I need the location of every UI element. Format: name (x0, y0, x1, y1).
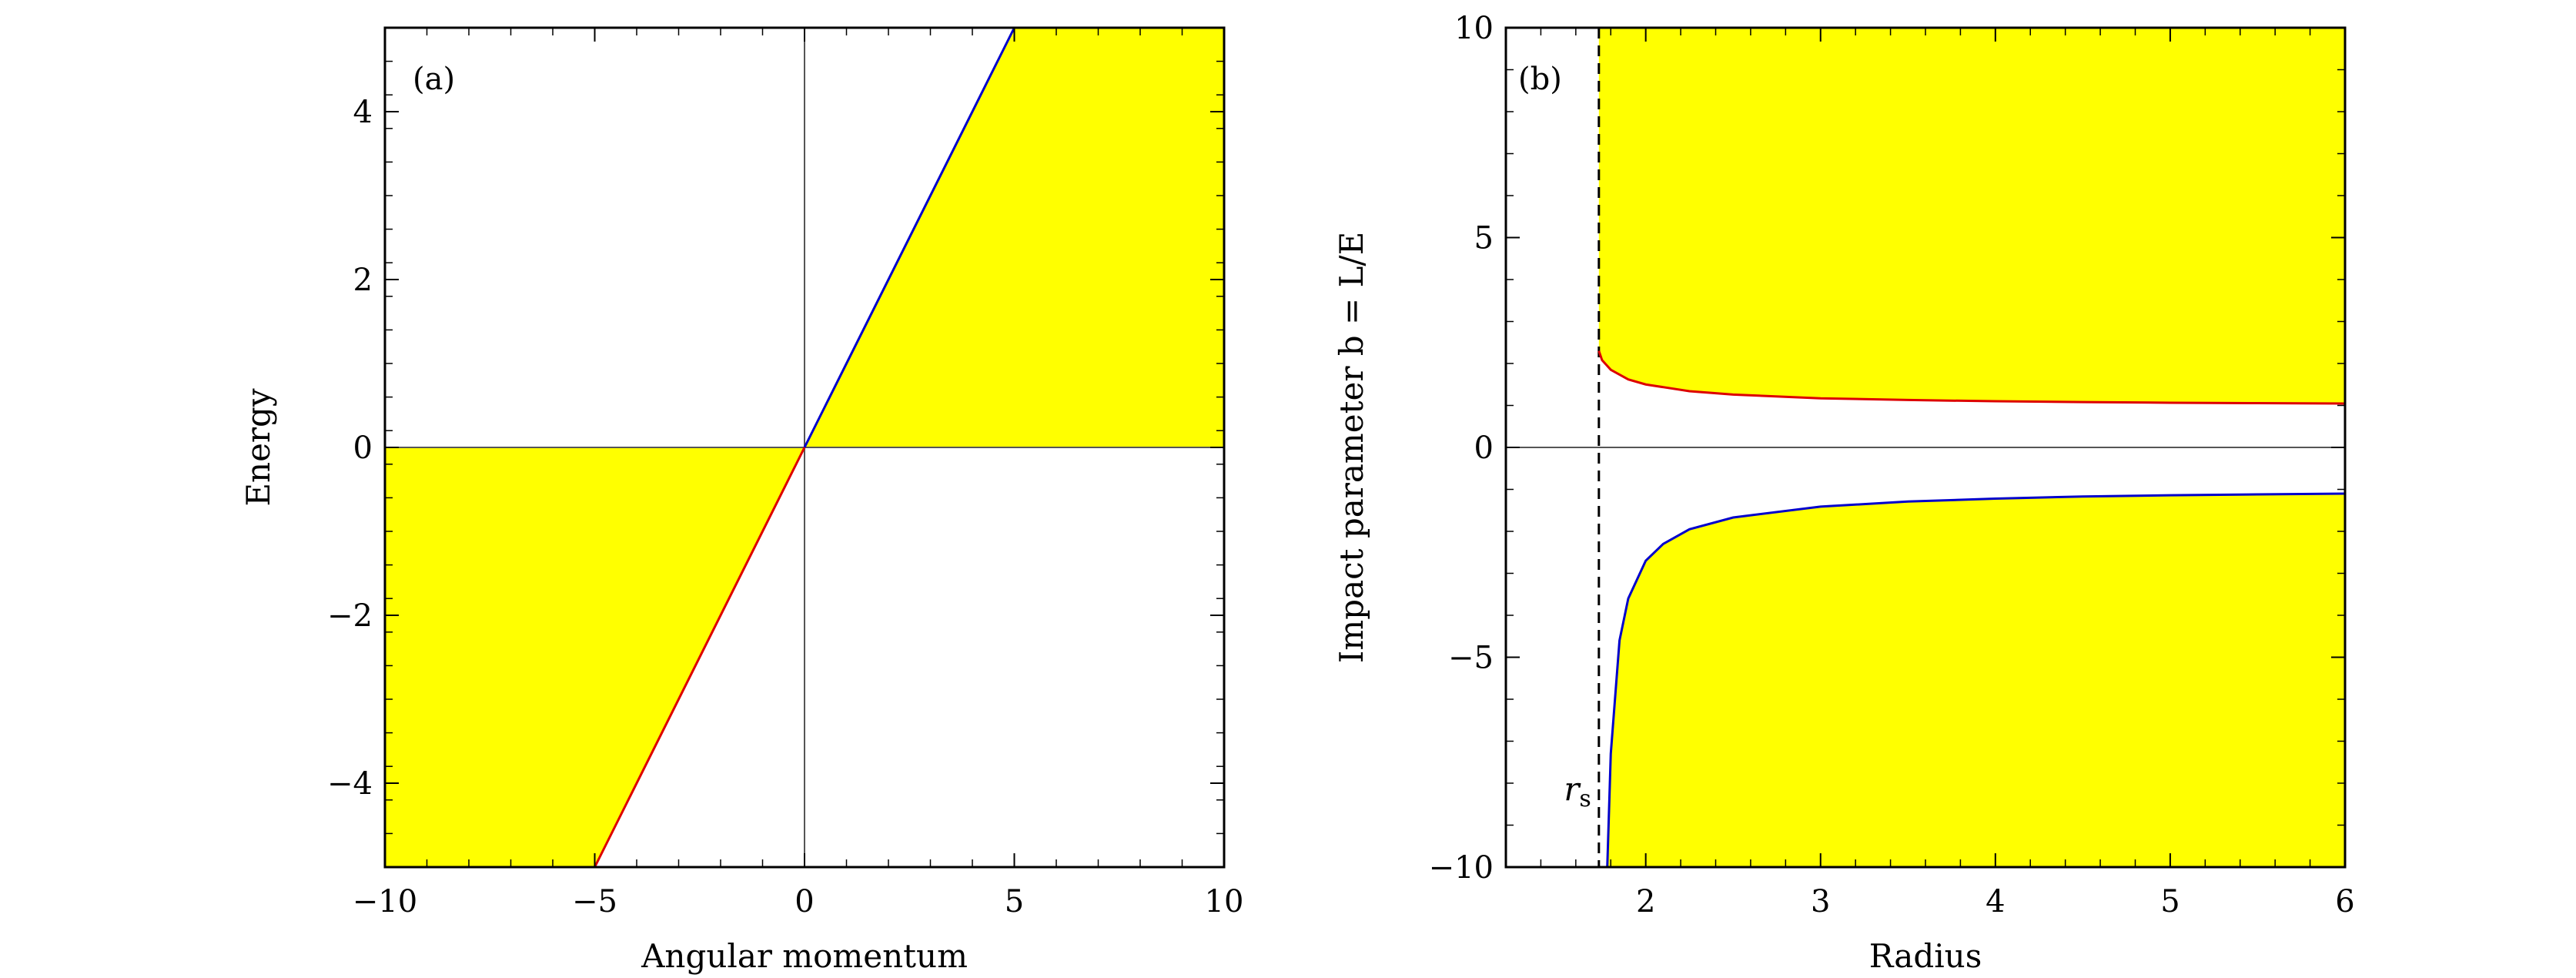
b-x-tick-label: 5 (2160, 884, 2180, 919)
b-y-tick-label: 0 (1474, 430, 1494, 466)
a-y-tick-label: −4 (327, 766, 373, 802)
b-shaded-region-lower (1607, 493, 2345, 867)
b-y-axis-label: Impact parameter b = L/E (1333, 232, 1370, 663)
b-ticks: 2 3 4 5 6 −10 −5 0 5 10 (1429, 11, 2355, 919)
b-x-axis-label: Radius (1869, 937, 1982, 975)
b-shaded-regions (1598, 28, 2345, 867)
a-y-tick-label: 0 (353, 430, 373, 466)
b-series (1597, 350, 2345, 867)
b-rs-sub: s (1579, 785, 1591, 812)
a-series (594, 27, 1015, 868)
a-series-line-red (594, 447, 806, 868)
b-x-tick-label: 4 (1986, 884, 2005, 919)
b-x-tick-label: 3 (1811, 884, 1830, 919)
a-y-tick-label: −2 (327, 598, 373, 634)
b-reference-lines (1506, 28, 2345, 867)
a-series-line-blue (803, 27, 1015, 448)
b-series-line-red (1597, 350, 2345, 405)
b-shaded-region-upper (1598, 28, 2345, 404)
b-y-tick-label: −10 (1429, 850, 1494, 886)
a-y-tick-label: 2 (353, 263, 373, 298)
a-y-tick-label: 4 (353, 95, 373, 130)
b-rs-annotation: rs (1564, 770, 1591, 812)
a-x-tick-label: −10 (353, 884, 417, 919)
b-rs-main: r (1564, 770, 1581, 808)
a-shaded-region (805, 28, 1224, 447)
a-panel-tag: (a) (413, 62, 455, 97)
b-y-tick-label: −5 (1448, 641, 1494, 676)
panel-a: −10 −5 0 5 10 −4 −2 0 2 4 (a) Angular momentum En… (239, 26, 1244, 975)
a-x-tick-label: 5 (1005, 884, 1024, 919)
b-x-tick-label: 6 (2335, 884, 2354, 919)
a-x-tick-label: 10 (1205, 884, 1244, 919)
a-shaded-region (385, 447, 805, 867)
a-x-tick-label: 0 (795, 884, 814, 919)
b-x-tick-label: 2 (1636, 884, 1655, 919)
b-panel-tag: (b) (1518, 62, 1562, 97)
b-series-line-blue (1606, 492, 2345, 867)
a-shaded-regions (385, 28, 1224, 867)
b-y-tick-label: 10 (1454, 11, 1494, 46)
a-ticks: −10 −5 0 5 10 −4 −2 0 2 4 (327, 27, 1244, 919)
a-x-tick-label: −5 (572, 884, 617, 919)
a-y-axis-label: Energy (239, 388, 277, 507)
b-y-tick-label: 5 (1474, 221, 1494, 256)
panel-b: 2 3 4 5 6 −10 −5 0 5 10 (b) rs Radius Impact para… (1333, 11, 2355, 975)
a-x-axis-label: Angular momentum (641, 937, 968, 975)
